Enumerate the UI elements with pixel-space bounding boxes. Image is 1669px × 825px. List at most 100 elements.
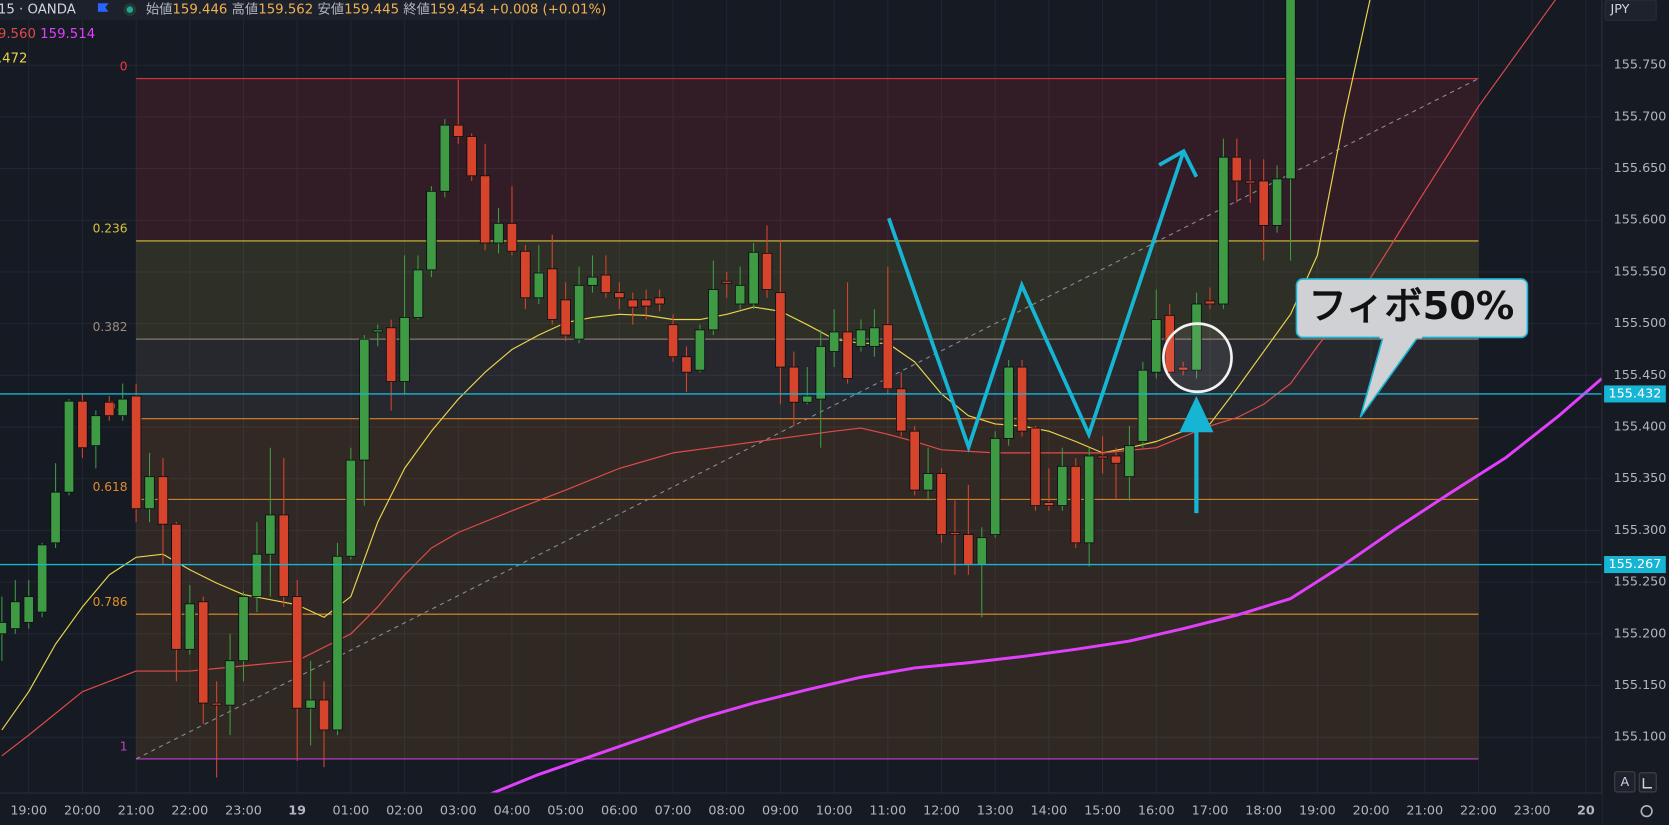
ma-value-red: 9.560 — [0, 27, 36, 42]
candle-body — [802, 395, 813, 403]
price-tag — [1604, 556, 1666, 574]
candle-body — [493, 222, 504, 244]
candle-body — [439, 124, 451, 192]
candle-body — [372, 329, 383, 333]
candle-body — [318, 699, 330, 731]
candle-body — [1191, 303, 1202, 371]
currency-box[interactable] — [1604, 0, 1657, 21]
candle-body — [1097, 455, 1108, 459]
candle-body — [291, 596, 303, 709]
candle-body — [573, 284, 585, 340]
price-tag-label: 155.267 — [1609, 557, 1662, 572]
x-tick-label: 19:00 — [1299, 804, 1336, 819]
candle-body — [694, 329, 706, 371]
candle-body — [708, 289, 719, 331]
x-tick-label: 15:00 — [1084, 804, 1121, 819]
candle-body — [184, 603, 196, 650]
x-tick-label: 21:00 — [1406, 804, 1443, 819]
candle-body — [654, 297, 665, 305]
candle-body — [1124, 445, 1135, 478]
zigzag-drawing — [887, 150, 1186, 453]
settings-icon[interactable] — [1640, 805, 1653, 818]
x-tick-label: 13:00 — [977, 804, 1014, 819]
candle-body — [775, 292, 786, 368]
fib-level-label: 1 — [120, 740, 128, 754]
candle-body — [560, 299, 571, 336]
candle-body — [520, 250, 531, 299]
candle-body — [1110, 455, 1122, 464]
fib-trend-line — [135, 78, 1479, 760]
price-axis — [1601, 0, 1669, 825]
x-tick-label: 21:00 — [118, 804, 155, 819]
y-tick-label: 155.700 — [1614, 109, 1667, 124]
y-tick-label: 155.400 — [1614, 420, 1667, 435]
candle-body — [345, 459, 357, 557]
candle-body — [1137, 369, 1149, 442]
price-tag-label: 155.432 — [1609, 386, 1662, 401]
candle-body — [600, 274, 612, 294]
fib-level-label: 0.786 — [93, 595, 128, 609]
candle-body — [278, 514, 289, 598]
x-tick-label: 23:00 — [1514, 804, 1551, 819]
candle-body — [1030, 427, 1041, 507]
candle-body — [976, 537, 987, 565]
candle-body — [10, 601, 21, 630]
close-label: 終値 — [403, 2, 430, 18]
auto-scale-button[interactable] — [1614, 771, 1636, 793]
symbol: 15 · OANDA — [0, 3, 76, 18]
status-dot — [126, 6, 134, 13]
candle-body — [922, 473, 934, 491]
ma-legend: 9.560 159.514 — [0, 27, 95, 42]
x-tick-label: 22:00 — [1460, 804, 1497, 819]
candle-body — [1218, 156, 1229, 305]
x-tick-label: 08:00 — [708, 804, 745, 819]
candle-body — [305, 699, 316, 709]
change-value: +0.008 (+0.01%) — [489, 3, 606, 18]
x-tick-label: 20 — [1577, 804, 1595, 819]
x-tick-label: 09:00 — [762, 804, 799, 819]
x-tick-label: 07:00 — [655, 804, 692, 819]
candle-body — [479, 175, 491, 244]
candle-body — [211, 702, 222, 706]
candle-body — [385, 327, 397, 382]
candle-body — [466, 136, 477, 177]
candle-body — [1151, 319, 1162, 373]
candle-body — [50, 491, 61, 544]
candle-body — [77, 400, 88, 449]
candle-body — [453, 124, 464, 137]
fib-zone — [136, 499, 1479, 615]
candle-body — [533, 272, 545, 299]
fib-zone — [136, 418, 1479, 500]
close-value: 159.454 — [430, 3, 485, 18]
candle-body — [104, 401, 115, 417]
arrow-head — [1158, 148, 1199, 178]
x-tick-label: 06:00 — [601, 804, 638, 819]
x-tick-label: 04:00 — [494, 804, 531, 819]
candle-body — [157, 476, 169, 525]
ma-value-magenta: 159.514 — [40, 27, 95, 42]
candle-body — [265, 514, 276, 555]
x-tick-label: 03:00 — [440, 804, 477, 819]
log-scale-button[interactable] — [1638, 772, 1657, 793]
y-tick-label: 155.500 — [1614, 316, 1667, 331]
candle-body — [506, 222, 518, 252]
candle-body — [359, 338, 370, 461]
candle-body — [842, 331, 853, 379]
low-label: 安値 — [317, 2, 344, 18]
x-tick-label: 20:00 — [1353, 804, 1390, 819]
candle-body — [1083, 455, 1095, 544]
callout-joint — [1379, 332, 1423, 339]
y-tick-label: 155.250 — [1614, 575, 1667, 590]
low-value: 159.445 — [344, 3, 399, 18]
candle-body — [909, 430, 920, 491]
x-tick-label: 19:00 — [10, 804, 47, 819]
candle-body — [989, 437, 1001, 535]
x-tick-label: 11:00 — [869, 804, 906, 819]
candle-body — [761, 252, 773, 290]
x-tick-label: 20:00 — [64, 804, 101, 819]
candle-body — [238, 596, 249, 662]
up-arrow-head — [1179, 396, 1214, 433]
fib-level-label: 0.618 — [93, 480, 128, 494]
